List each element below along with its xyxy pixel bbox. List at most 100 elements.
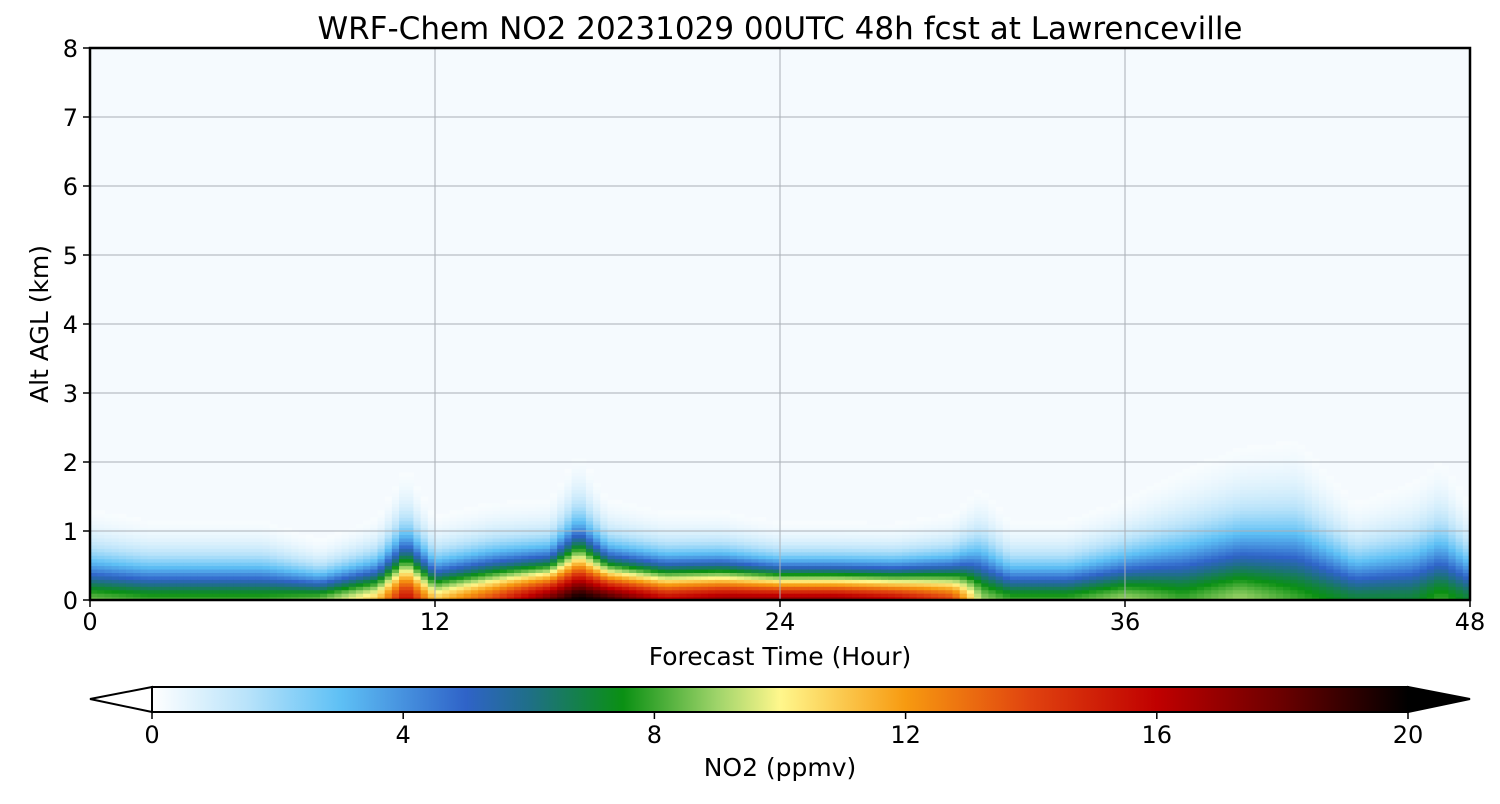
no2-cell — [924, 590, 932, 594]
no2-cell — [622, 586, 630, 590]
no2-cell — [1125, 538, 1133, 542]
no2-cell — [1175, 559, 1183, 563]
no2-cell — [1060, 552, 1068, 556]
no2-cell — [1082, 562, 1090, 566]
no2-cell — [1183, 524, 1191, 528]
no2-cell — [435, 531, 443, 535]
no2-cell — [392, 579, 400, 583]
no2-cell — [1017, 583, 1025, 587]
no2-cell — [859, 521, 867, 525]
no2-cell — [176, 531, 184, 535]
no2-cell — [1147, 538, 1155, 542]
no2-cell — [255, 541, 263, 545]
no2-cell — [1190, 545, 1198, 549]
no2-cell — [1053, 555, 1061, 559]
no2-cell — [1147, 562, 1155, 566]
no2-cell — [1319, 490, 1327, 494]
no2-cell — [183, 569, 191, 573]
no2-cell — [449, 521, 457, 525]
no2-cell — [643, 559, 651, 563]
no2-cell — [938, 517, 946, 521]
no2-cell — [766, 572, 774, 576]
no2-cell — [1075, 521, 1083, 525]
no2-cell — [629, 548, 637, 552]
no2-cell — [787, 566, 795, 570]
no2-cell — [1190, 579, 1198, 583]
no2-cell — [823, 545, 831, 549]
no2-cell — [773, 572, 781, 576]
no2-cell — [1046, 521, 1054, 525]
no2-cell — [133, 593, 141, 597]
no2-cell — [176, 559, 184, 563]
no2-cell — [435, 579, 443, 583]
no2-cell — [873, 538, 881, 542]
no2-cell — [349, 576, 357, 580]
no2-cell — [651, 552, 659, 556]
no2-cell — [1240, 559, 1248, 563]
no2-cell — [284, 590, 292, 594]
no2-cell — [1118, 552, 1126, 556]
no2-cell — [514, 586, 522, 590]
no2-cell — [1247, 576, 1255, 580]
no2-cell — [564, 486, 572, 490]
no2-cell — [1082, 559, 1090, 563]
no2-cell — [370, 531, 378, 535]
no2-cell — [356, 552, 364, 556]
no2-cell — [1290, 441, 1298, 445]
no2-cell — [1118, 531, 1126, 535]
no2-cell — [1362, 590, 1370, 594]
no2-cell — [1269, 490, 1277, 494]
no2-cell — [1333, 524, 1341, 528]
no2-cell — [169, 555, 177, 559]
no2-cell — [334, 579, 342, 583]
no2-cell — [227, 593, 235, 597]
no2-cell — [895, 541, 903, 545]
no2-cell — [1017, 541, 1025, 545]
no2-cell — [1111, 507, 1119, 511]
no2-cell — [1218, 552, 1226, 556]
no2-cell — [1305, 476, 1313, 480]
no2-cell — [773, 545, 781, 549]
no2-cell — [1240, 531, 1248, 535]
no2-cell — [1010, 552, 1018, 556]
no2-cell — [284, 579, 292, 583]
no2-cell — [838, 576, 846, 580]
no2-cell — [1240, 490, 1248, 494]
no2-cell — [1326, 476, 1334, 480]
no2-cell — [1111, 510, 1119, 514]
no2-cell — [1333, 497, 1341, 501]
no2-cell — [1183, 586, 1191, 590]
no2-cell — [1139, 559, 1147, 563]
no2-cell — [1333, 590, 1341, 594]
no2-cell — [291, 555, 299, 559]
no2-cell — [1283, 497, 1291, 501]
no2-cell — [1298, 455, 1306, 459]
no2-cell — [478, 572, 486, 576]
no2-cell — [457, 593, 465, 597]
no2-cell — [306, 590, 314, 594]
no2-cell — [219, 559, 227, 563]
no2-cell — [1103, 590, 1111, 594]
no2-cell — [931, 576, 939, 580]
no2-cell — [1298, 462, 1306, 466]
no2-cell — [298, 562, 306, 566]
no2-cell — [349, 562, 357, 566]
no2-cell — [1348, 531, 1356, 535]
no2-cell — [464, 552, 472, 556]
no2-cell — [1341, 555, 1349, 559]
no2-cell — [385, 541, 393, 545]
no2-cell — [938, 545, 946, 549]
no2-cell — [1161, 486, 1169, 490]
no2-cell — [1111, 514, 1119, 518]
no2-cell — [133, 576, 141, 580]
no2-cell — [428, 576, 436, 580]
no2-cell — [536, 559, 544, 563]
no2-cell — [385, 503, 393, 507]
no2-cell — [1132, 493, 1140, 497]
no2-cell — [780, 538, 788, 542]
no2-cell — [917, 531, 925, 535]
no2-cell — [1204, 538, 1212, 542]
no2-cell — [471, 579, 479, 583]
no2-cell — [636, 555, 644, 559]
no2-cell — [1290, 514, 1298, 518]
